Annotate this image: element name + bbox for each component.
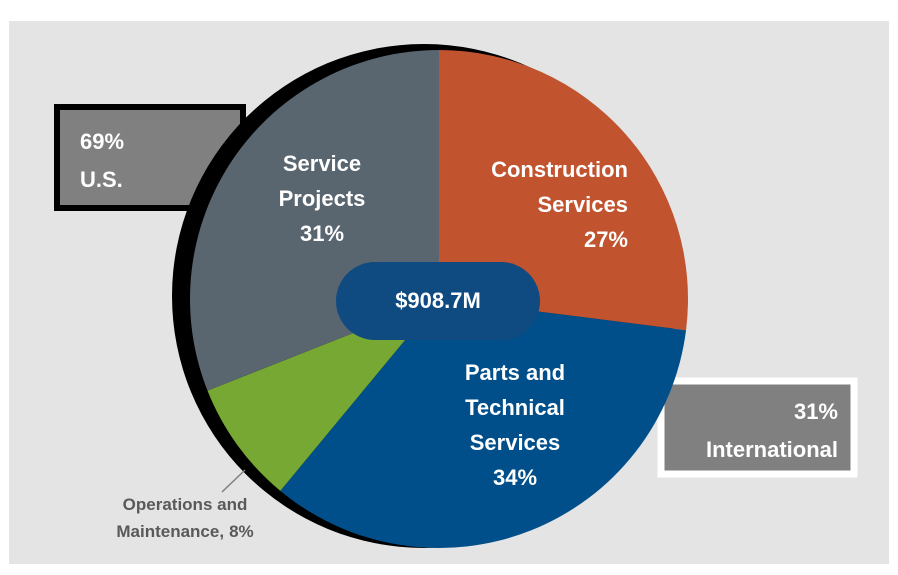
slice-category: Service Projects <box>278 151 366 211</box>
leader-line <box>221 469 246 493</box>
slice-category: Parts and Technical Services <box>464 360 566 455</box>
intl-box <box>657 377 858 478</box>
us-name: U.S. <box>80 167 123 192</box>
slice-label: Operations and Maintenance, 8% <box>82 491 288 545</box>
pie-slice <box>207 299 439 491</box>
total-badge <box>336 262 540 340</box>
slice-label: Construction Services 27% <box>450 152 628 257</box>
slice-value: 27% <box>583 227 628 252</box>
slice-category: Construction Services <box>491 157 628 217</box>
slice-category: Operations and Maintenance, <box>116 495 248 541</box>
pie-slice <box>280 299 687 548</box>
intl-name: International <box>705 437 838 462</box>
intl-share: 31% <box>793 399 838 424</box>
us-box <box>54 104 246 211</box>
slice-label: Service Projects 31% <box>257 146 387 251</box>
slice-value: 8% <box>229 522 254 541</box>
us-share: 69% <box>80 129 125 154</box>
total-label: $908.7M <box>395 288 481 313</box>
pie <box>189 50 688 548</box>
slice-value: 34% <box>492 465 538 490</box>
slice-label: Parts and Technical Services 34% <box>428 355 602 495</box>
us-label: 69% U.S. <box>80 123 124 199</box>
intl-label: 31% International <box>706 393 838 469</box>
pie-slice <box>439 50 688 331</box>
slice-value: 31% <box>299 221 345 246</box>
